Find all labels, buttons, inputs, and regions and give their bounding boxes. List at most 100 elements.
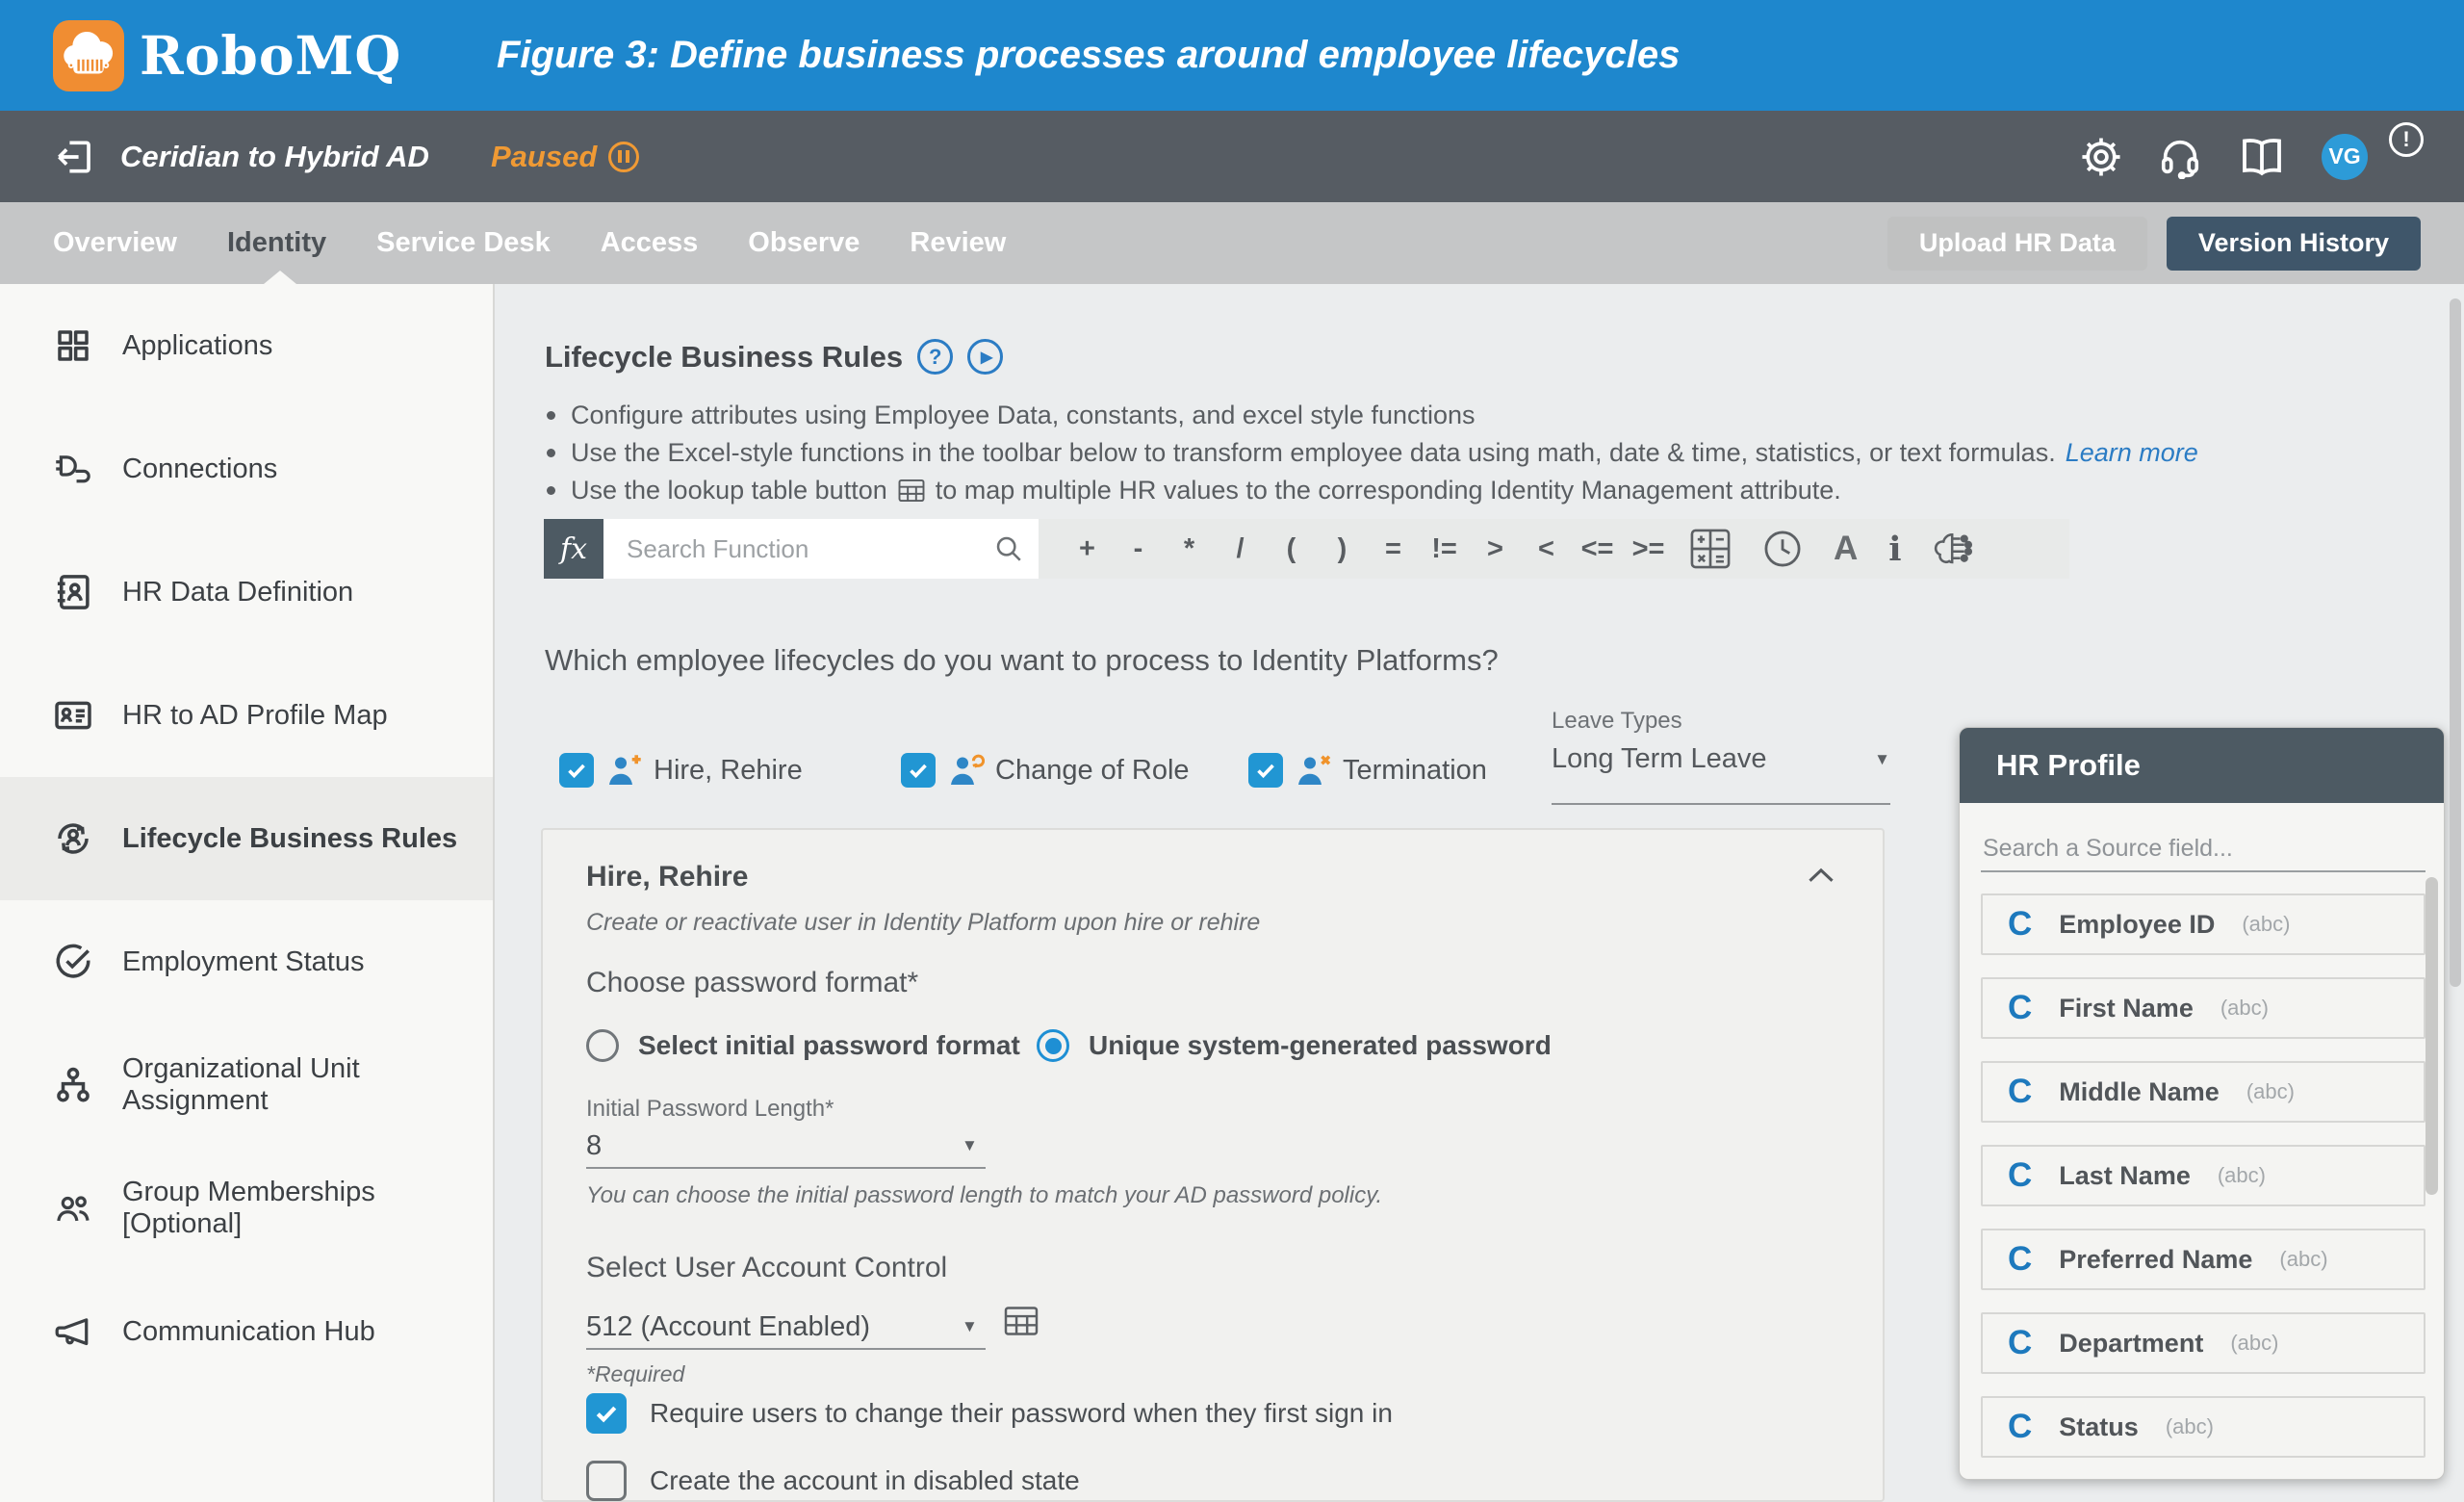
caret-down-icon[interactable]: ▼	[962, 1136, 978, 1154]
collapse-chevron-up-icon[interactable]	[1806, 867, 1836, 884]
operator-equals[interactable]: =	[1385, 532, 1401, 564]
ai-functions-icon[interactable]	[1933, 529, 1977, 569]
uac-lookup-table-icon[interactable]	[1003, 1306, 1040, 1336]
hr-field-name: Status	[2059, 1411, 2139, 1441]
section-title-row: Lifecycle Business Rules ? ▶	[545, 339, 1004, 375]
hr-field-employee-id[interactable]: C Employee ID (abc)	[1981, 893, 2426, 955]
operator-plus[interactable]: +	[1079, 532, 1095, 564]
radio-unselected-icon[interactable]	[586, 1029, 619, 1062]
option-label: Create the account in disabled state	[650, 1465, 1080, 1495]
card-title: Hire, Rehire	[586, 861, 749, 893]
hire-person-icon	[604, 753, 643, 788]
operator-less[interactable]: <	[1538, 532, 1554, 564]
alert-icon[interactable]: !	[2389, 121, 2424, 157]
hr-panel-scrollbar[interactable]	[2426, 877, 2438, 1195]
sidebar-item-communication-hub[interactable]: Communication Hub	[0, 1270, 493, 1393]
password-length-value[interactable]: 8	[586, 1130, 603, 1161]
info-functions-icon[interactable]: i	[1888, 529, 1902, 569]
sidebar-item-lifecycle-business-rules[interactable]: Lifecycle Business Rules	[0, 777, 493, 900]
lifecycle-label: Change of Role	[995, 754, 1190, 786]
version-history-button[interactable]: Version History	[2166, 216, 2421, 271]
settings-gear-icon[interactable]	[2079, 135, 2123, 179]
exit-workflow-icon[interactable]	[53, 136, 95, 178]
user-avatar[interactable]: VG	[2322, 133, 2368, 180]
operator-minus[interactable]: -	[1133, 532, 1143, 564]
operator-multiply[interactable]: *	[1183, 532, 1195, 564]
hr-field-first-name[interactable]: C First Name (abc)	[1981, 977, 2426, 1039]
page-scrollbar[interactable]	[2450, 298, 2461, 987]
operator-greater[interactable]: >	[1487, 532, 1503, 564]
hr-to-ad-profile-map-icon	[53, 695, 93, 736]
require-password-change-checkbox[interactable]	[586, 1393, 627, 1434]
sidebar-item-connections[interactable]: Connections	[0, 407, 493, 531]
help-icon[interactable]: ?	[917, 339, 954, 375]
tab-observe[interactable]: Observe	[748, 227, 860, 258]
instruction-text: Configure attributes using Employee Data…	[571, 401, 1476, 429]
leave-types-dropdown[interactable]: Long Term Leave ▼	[1552, 743, 1890, 775]
text-functions-icon[interactable]: A	[1834, 530, 1859, 567]
tab-review[interactable]: Review	[910, 227, 1007, 258]
radio-selected-icon[interactable]	[1037, 1029, 1069, 1062]
logo-wordmark: RoboMQ	[140, 24, 402, 87]
sidebar-item-label: Employment Status	[122, 945, 365, 977]
leave-types-underline	[1552, 803, 1890, 805]
hr-field-middle-name[interactable]: C Middle Name (abc)	[1981, 1061, 2426, 1123]
sidebar-item-hr-data-definition[interactable]: HR Data Definition	[0, 531, 493, 654]
hr-field-type: (abc)	[2279, 1247, 2328, 1271]
source-field-search-input[interactable]	[1981, 826, 2429, 870]
hr-field-preferred-name[interactable]: C Preferred Name (abc)	[1981, 1229, 2426, 1290]
upload-hr-data-button[interactable]: Upload HR Data	[1886, 216, 2147, 271]
hr-field-name: Preferred Name	[2059, 1244, 2253, 1274]
hr-field-department[interactable]: C Department (abc)	[1981, 1312, 2426, 1374]
applications-icon	[53, 325, 93, 366]
caret-down-icon: ▼	[1874, 749, 1890, 768]
ceridian-source-icon: C	[2008, 905, 2033, 943]
caret-down-icon[interactable]: ▼	[962, 1317, 978, 1335]
employment-status-icon	[53, 942, 93, 982]
tab-overview[interactable]: Overview	[53, 227, 177, 258]
operator-divide[interactable]: /	[1236, 532, 1245, 564]
play-video-icon[interactable]: ▶	[967, 339, 1004, 375]
tab-access[interactable]: Access	[600, 227, 699, 258]
radio-unique-password: Unique system-generated password	[1037, 1026, 1552, 1065]
operator-less-equal[interactable]: <=	[1580, 532, 1614, 564]
paused-status-badge[interactable]: Paused	[491, 111, 640, 202]
lifecycle-question: Which employee lifecycles do you want to…	[545, 643, 1499, 677]
tab-service-desk[interactable]: Service Desk	[376, 227, 551, 258]
operator-greater-equal[interactable]: >=	[1631, 532, 1665, 564]
sidebar-item-hr-to-ad-profile-map[interactable]: HR to AD Profile Map	[0, 654, 493, 777]
hr-field-name: Last Name	[2059, 1160, 2191, 1190]
sidebar-item-label: Lifecycle Business Rules	[122, 822, 458, 854]
operator-open-paren[interactable]: (	[1286, 532, 1296, 564]
hr-field-last-name[interactable]: C Last Name (abc)	[1981, 1145, 2426, 1206]
math-functions-icon[interactable]	[1689, 528, 1732, 570]
operator-close-paren[interactable]: )	[1337, 532, 1348, 564]
uac-value[interactable]: 512 (Account Enabled)	[586, 1311, 871, 1342]
tab-identity[interactable]: Identity	[226, 227, 327, 258]
support-headset-icon[interactable]	[2158, 135, 2202, 179]
termination-checkbox[interactable]	[1248, 753, 1283, 788]
option-create-disabled: Create the account in disabled state	[586, 1461, 1080, 1501]
hr-field-status[interactable]: C Status (abc)	[1981, 1396, 2426, 1458]
search-icon[interactable]	[994, 534, 1023, 563]
sidebar-item-applications[interactable]: Applications	[0, 284, 493, 407]
instruction-item: Configure attributes using Employee Data…	[547, 397, 2198, 434]
operator-not-equals[interactable]: !=	[1431, 532, 1457, 564]
documentation-book-icon[interactable]	[2237, 136, 2287, 178]
required-note: *Required	[586, 1361, 685, 1386]
ceridian-source-icon: C	[2008, 1156, 2033, 1194]
function-search-input[interactable]	[625, 532, 994, 565]
date-time-functions-icon[interactable]	[1762, 529, 1803, 569]
learn-more-link[interactable]: Learn more	[2065, 438, 2198, 467]
sidebar-item-employment-status[interactable]: Employment Status	[0, 900, 493, 1023]
hire-rehire-card: Hire, Rehire Create or reactivate user i…	[541, 828, 1885, 1502]
password-length-label: Initial Password Length*	[586, 1096, 834, 1122]
change-of-role-checkbox[interactable]	[901, 753, 936, 788]
hire-rehire-checkbox[interactable]	[559, 753, 594, 788]
module-tabbar: Overview Identity Service Desk Access Ob…	[0, 202, 2464, 284]
lifecycle-label: Termination	[1343, 754, 1487, 786]
hr-field-type: (abc)	[2217, 1163, 2266, 1187]
create-disabled-checkbox[interactable]	[586, 1461, 627, 1501]
sidebar-item-organizational-unit-assignment[interactable]: Organizational Unit Assignment	[0, 1023, 493, 1147]
sidebar-item-group-memberships[interactable]: Group Memberships [Optional]	[0, 1147, 493, 1270]
